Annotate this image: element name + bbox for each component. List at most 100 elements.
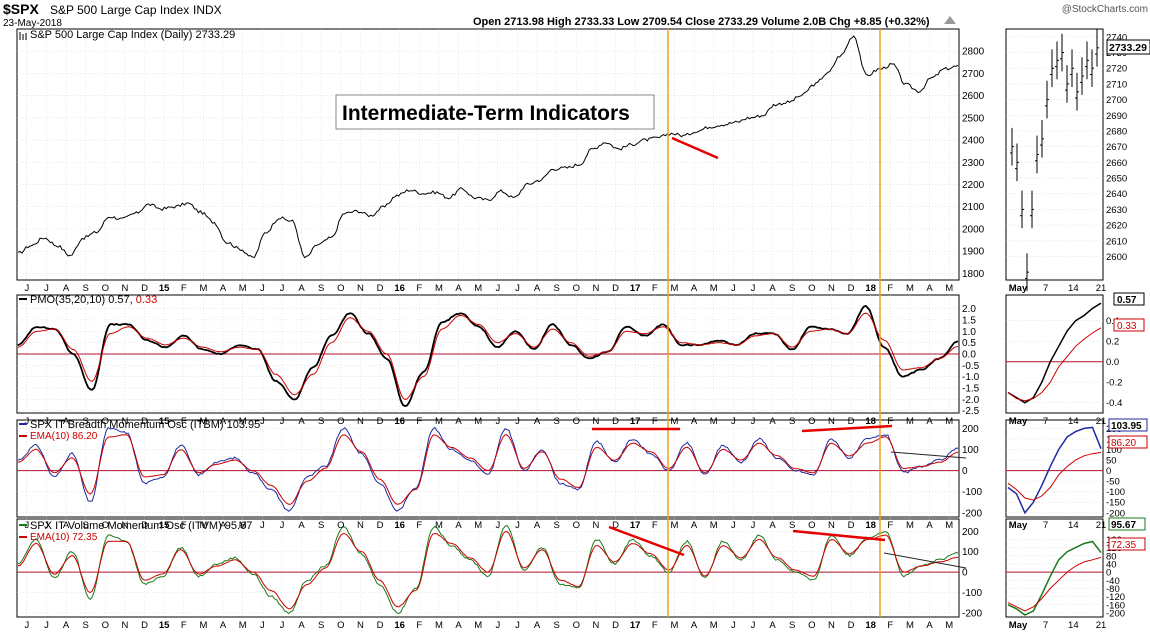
- month-label: O: [102, 520, 109, 531]
- month-label: N: [593, 520, 600, 531]
- pmo-last-badge: 0.57: [1113, 292, 1145, 306]
- itvm-side-tick: -80: [1106, 584, 1120, 595]
- month-label: S: [318, 283, 324, 294]
- month-label: J: [44, 620, 49, 631]
- month-label: F: [181, 620, 187, 631]
- itbm-tick-label: 100: [962, 445, 979, 456]
- month-label: A: [691, 416, 698, 427]
- month-label: M: [474, 620, 482, 631]
- month-label: A: [298, 283, 305, 294]
- month-label: S: [554, 416, 560, 427]
- side-month-label: 21: [1096, 283, 1107, 294]
- month-label: 16: [394, 520, 405, 531]
- month-label: 18: [865, 416, 876, 427]
- month-label: 18: [865, 283, 876, 294]
- itbm-panel-frame: [16, 419, 960, 518]
- pmo-legend-swatch: [19, 298, 27, 300]
- itvm-side-tick: 0: [1106, 568, 1111, 579]
- month-label: D: [612, 416, 619, 427]
- month-label: S: [554, 283, 560, 294]
- month-label: M: [945, 620, 953, 631]
- month-label: A: [298, 620, 305, 631]
- month-label: M: [945, 283, 953, 294]
- trendline-red: [801, 424, 893, 433]
- month-label: M: [239, 620, 247, 631]
- month-label: D: [141, 416, 148, 427]
- itvm-last-value: 95.67: [1111, 520, 1136, 531]
- month-label: M: [710, 416, 718, 427]
- month-label: J: [731, 283, 736, 294]
- month-label: M: [435, 520, 443, 531]
- side-month-label: 14: [1068, 520, 1079, 531]
- month-label: J: [260, 416, 265, 427]
- itbm-side-tick: 100: [1106, 445, 1122, 456]
- month-label: J: [260, 520, 265, 531]
- price-tick-label: 2100: [962, 202, 985, 213]
- month-label: A: [926, 283, 933, 294]
- quote-line: Open 2713.98 High 2733.33 Low 2709.54 Cl…: [473, 16, 930, 28]
- month-label: 15: [159, 416, 170, 427]
- pmo-label-main: PMO(35,20,10) 0.57,: [30, 294, 133, 306]
- month-label: F: [416, 520, 422, 531]
- itbm-last-badge: 103.95: [1108, 418, 1148, 432]
- itbm-side-tick: -150: [1106, 498, 1125, 509]
- side-month-label: 14: [1068, 620, 1079, 631]
- month-label: D: [848, 520, 855, 531]
- quote-collapse-icon[interactable]: [944, 16, 956, 24]
- month-label: J: [731, 620, 736, 631]
- month-label: F: [416, 416, 422, 427]
- month-label: D: [141, 283, 148, 294]
- side-month-label: 21: [1096, 520, 1107, 531]
- month-label: M: [906, 416, 914, 427]
- month-label: A: [220, 283, 227, 294]
- side-month-label: 7: [1043, 620, 1048, 631]
- date-label: 23-May-2018: [3, 18, 62, 29]
- pmo-series-Signal: [17, 312, 959, 400]
- month-label: A: [455, 416, 462, 427]
- month-label: N: [357, 620, 364, 631]
- price-tick-label: 2400: [962, 136, 985, 147]
- price-tick-label: 2800: [962, 47, 985, 58]
- price-last-badge: 2733.29: [1106, 39, 1150, 55]
- itvm-series-ITVM: [17, 524, 959, 615]
- month-label: F: [181, 520, 187, 531]
- month-label: J: [24, 283, 29, 294]
- pmo-tick-label: -2.0: [962, 395, 980, 406]
- side-month-label: May: [1009, 520, 1028, 531]
- month-label: O: [337, 620, 344, 631]
- price-series-SPX: [17, 35, 959, 259]
- pmo-tick-label: 1.5: [962, 315, 976, 326]
- itbm-tick-label: 0: [962, 466, 968, 477]
- side-month-label: 21: [1096, 416, 1107, 427]
- month-label: M: [710, 520, 718, 531]
- month-label: 18: [865, 620, 876, 631]
- price-panel-frame: [16, 28, 960, 281]
- pmo-last-value: 0.57: [1117, 295, 1137, 306]
- price-side-tick: 2720: [1106, 64, 1127, 75]
- month-label: 16: [394, 416, 405, 427]
- month-label: S: [318, 416, 324, 427]
- itbm-series-EMA(10): [17, 434, 959, 505]
- trendline-black: [890, 451, 967, 459]
- month-label: A: [298, 416, 305, 427]
- pmo-side-series-PMO: [1007, 302, 1102, 404]
- month-label: A: [534, 283, 541, 294]
- month-label: J: [751, 620, 756, 631]
- month-label: M: [945, 416, 953, 427]
- itbm-legend-swatch: [19, 423, 27, 425]
- month-label: J: [751, 520, 756, 531]
- month-label: O: [102, 620, 109, 631]
- month-label: D: [377, 620, 384, 631]
- itbm-series-ITBM: [17, 426, 959, 512]
- price-tick-label: 2700: [962, 69, 985, 80]
- month-label: J: [515, 620, 520, 631]
- itvm-tick-label: 100: [962, 547, 979, 558]
- itbm-tick-label: -100: [962, 487, 982, 498]
- side-month-label: 14: [1068, 283, 1079, 294]
- itbm-side-frame: [1005, 419, 1104, 518]
- side-month-label: 14: [1068, 416, 1079, 427]
- month-label: O: [808, 416, 815, 427]
- price-side-tick: 2740: [1106, 32, 1127, 43]
- month-label: J: [44, 283, 49, 294]
